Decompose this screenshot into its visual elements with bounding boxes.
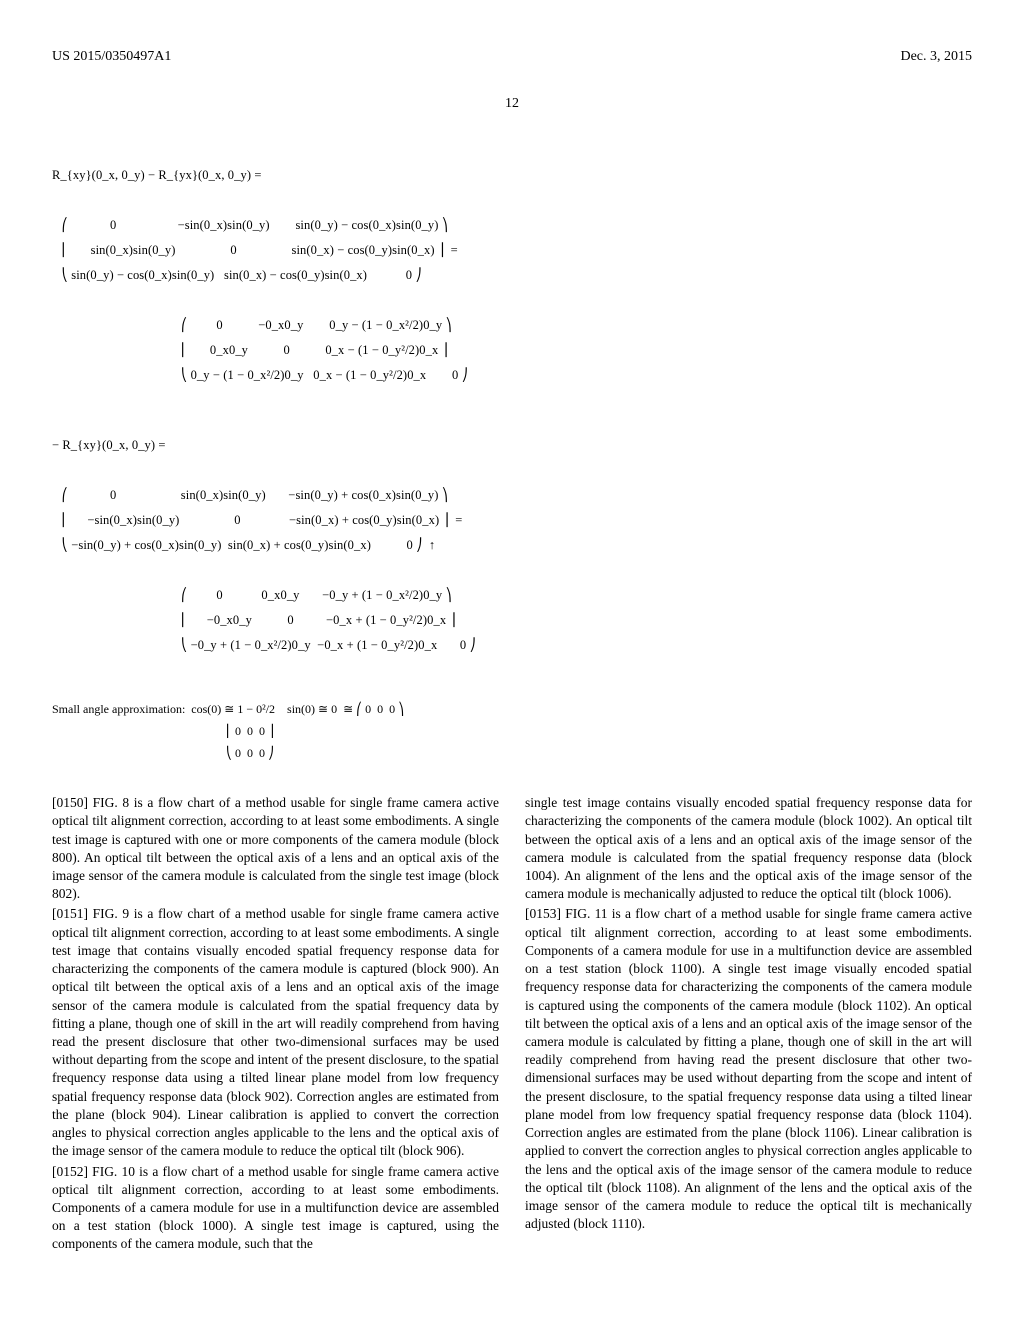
para-num-0151: [0151] bbox=[52, 906, 88, 921]
paragraph-0152: [0152] FIG. 10 is a flow chart of a meth… bbox=[52, 1163, 499, 1254]
left-column: [0150] FIG. 8 is a flow chart of a metho… bbox=[52, 794, 499, 1255]
paragraph-0152-cont: single test image contains visually enco… bbox=[525, 794, 972, 903]
equation-block-2: − R_{xy}(0_x, 0_y) = ⎛ 0 sin(0_x)sin(0_y… bbox=[52, 408, 972, 658]
paragraph-0153: [0153] FIG. 11 is a flow chart of a meth… bbox=[525, 905, 972, 1233]
publication-number: US 2015/0350497A1 bbox=[52, 48, 171, 67]
publication-date: Dec. 3, 2015 bbox=[900, 48, 972, 67]
page-number: 12 bbox=[52, 95, 972, 114]
para-num-0150: [0150] bbox=[52, 795, 88, 810]
right-column: single test image contains visually enco… bbox=[525, 794, 972, 1255]
body-columns: [0150] FIG. 8 is a flow chart of a metho… bbox=[52, 794, 972, 1255]
small-angle-approx: Small angle approximation: cos(0) ≅ 1 − … bbox=[52, 678, 972, 764]
para-num-0153: [0153] bbox=[525, 906, 561, 921]
para-num-0152: [0152] bbox=[52, 1164, 88, 1179]
equation-block-1: R_{xy}(0_x, 0_y) − R_{yx}(0_x, 0_y) = ⎛ … bbox=[52, 138, 972, 388]
paragraph-0151: [0151] FIG. 9 is a flow chart of a metho… bbox=[52, 905, 499, 1160]
paragraph-0150: [0150] FIG. 8 is a flow chart of a metho… bbox=[52, 794, 499, 903]
page-header: US 2015/0350497A1 Dec. 3, 2015 bbox=[52, 48, 972, 67]
